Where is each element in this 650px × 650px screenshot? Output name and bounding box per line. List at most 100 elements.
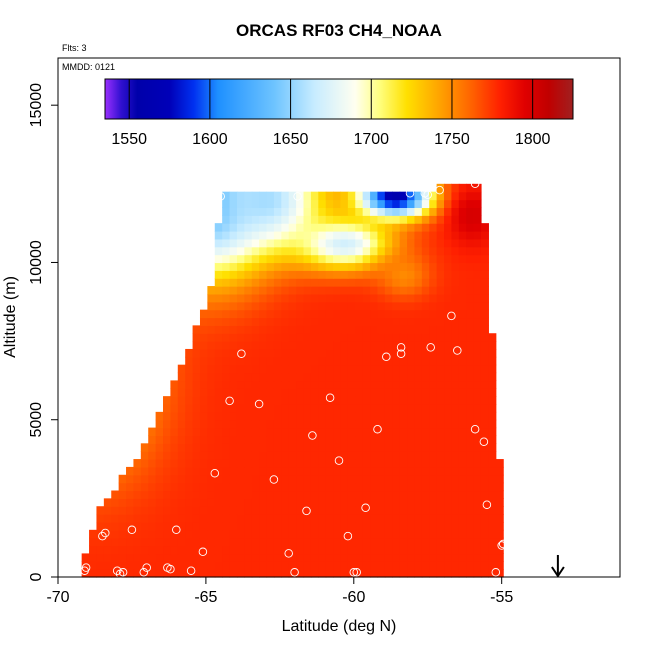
heatmap-cell bbox=[444, 451, 452, 460]
heatmap-cell bbox=[488, 348, 497, 358]
heatmap-cell bbox=[451, 215, 460, 224]
heatmap-cell bbox=[266, 333, 275, 342]
heatmap-cell bbox=[436, 443, 445, 452]
heatmap-cell bbox=[325, 223, 334, 232]
heatmap-cell bbox=[126, 553, 135, 562]
heatmap-cell bbox=[288, 553, 297, 562]
heatmap-cell bbox=[421, 309, 430, 319]
heatmap-cell bbox=[229, 238, 238, 248]
heatmap-cell bbox=[458, 427, 467, 437]
heatmap-cell bbox=[177, 380, 186, 389]
observation-point bbox=[497, 541, 506, 550]
heatmap-cell bbox=[266, 396, 275, 405]
heatmap-cell bbox=[310, 199, 319, 209]
heatmap-cell bbox=[347, 427, 356, 437]
heatmap-cell bbox=[273, 254, 282, 264]
heatmap-cell bbox=[466, 254, 475, 264]
heatmap-cell bbox=[192, 348, 201, 358]
heatmap-cell bbox=[384, 569, 393, 578]
heatmap-cell bbox=[429, 396, 438, 405]
heatmap-cell bbox=[207, 537, 216, 547]
heatmap-cell bbox=[185, 404, 194, 413]
heatmap-cell bbox=[444, 341, 452, 350]
heatmap-cell bbox=[355, 191, 364, 201]
heatmap-cell bbox=[177, 427, 186, 437]
heatmap-cell bbox=[199, 419, 208, 429]
heatmap-cell bbox=[377, 317, 386, 326]
heatmap-cell bbox=[229, 561, 238, 570]
heatmap-cell bbox=[303, 325, 312, 334]
heatmap-cell bbox=[347, 286, 356, 295]
observation-points bbox=[80, 179, 508, 579]
heatmap-cell bbox=[355, 317, 364, 326]
heatmap-cell bbox=[488, 537, 497, 547]
heatmap-cell bbox=[177, 443, 186, 452]
heatmap-cell bbox=[244, 191, 253, 201]
heatmap-cell bbox=[347, 553, 356, 562]
heatmap-cell bbox=[214, 459, 223, 468]
heatmap-cell bbox=[355, 231, 364, 240]
heatmap-cell bbox=[214, 490, 223, 499]
heatmap-cell bbox=[214, 396, 223, 405]
heatmap-cell bbox=[96, 514, 105, 523]
heatmap-cell bbox=[229, 404, 238, 413]
heatmap-cell bbox=[185, 459, 194, 468]
heatmap-cell bbox=[355, 443, 364, 452]
heatmap-cell bbox=[414, 341, 423, 350]
heatmap-cell bbox=[214, 482, 223, 492]
heatmap-cell bbox=[355, 529, 364, 539]
heatmap-cell bbox=[288, 545, 297, 555]
heatmap-cell bbox=[185, 427, 194, 437]
heatmap-cell bbox=[377, 498, 386, 507]
heatmap-cell bbox=[333, 435, 342, 444]
heatmap-cell bbox=[281, 262, 290, 271]
heatmap-cell bbox=[399, 569, 408, 578]
heatmap-cell bbox=[325, 427, 334, 437]
heatmap-cell bbox=[207, 427, 216, 437]
heatmap-cell bbox=[310, 238, 319, 248]
heatmap-cell bbox=[236, 199, 245, 209]
heatmap-cell bbox=[303, 278, 312, 287]
heatmap-cell bbox=[451, 207, 460, 216]
heatmap-cell bbox=[303, 553, 312, 562]
heatmap-cell bbox=[451, 341, 460, 350]
heatmap-cell bbox=[288, 341, 297, 350]
heatmap-cell bbox=[214, 474, 223, 484]
heatmap-cell bbox=[222, 333, 231, 342]
heatmap-cell bbox=[362, 270, 371, 279]
heatmap-cell bbox=[155, 443, 164, 452]
heatmap-cell bbox=[266, 459, 275, 468]
heatmap-cell bbox=[199, 348, 208, 358]
heatmap-cell bbox=[199, 317, 208, 326]
heatmap-cell bbox=[310, 278, 319, 287]
heatmap-cell bbox=[392, 364, 401, 374]
heatmap-cell bbox=[296, 569, 305, 578]
observation-point bbox=[127, 525, 137, 535]
heatmap-cell bbox=[355, 348, 364, 358]
heatmap-cell bbox=[296, 223, 305, 232]
heatmap-cell bbox=[303, 482, 312, 492]
heatmap-cell bbox=[384, 199, 393, 209]
heatmap-cell bbox=[310, 411, 319, 421]
heatmap-cell bbox=[199, 459, 208, 468]
heatmap-cell bbox=[229, 325, 238, 334]
heatmap-cell bbox=[347, 419, 356, 429]
heatmap-cell bbox=[466, 459, 475, 468]
heatmap-cell bbox=[288, 325, 297, 334]
heatmap-cell bbox=[370, 325, 379, 334]
heatmap-cell bbox=[333, 207, 342, 216]
heatmap-cell bbox=[414, 231, 423, 240]
heatmap-cell bbox=[318, 372, 327, 382]
heatmap-cell bbox=[288, 529, 297, 539]
heatmap-cell bbox=[236, 459, 245, 468]
heatmap-cells bbox=[81, 183, 504, 578]
heatmap-cell bbox=[199, 364, 208, 374]
heatmap-cell bbox=[429, 223, 438, 232]
heatmap-cell bbox=[296, 474, 305, 484]
heatmap-cell bbox=[244, 286, 253, 295]
heatmap-cell bbox=[259, 466, 268, 476]
heatmap-cell bbox=[370, 262, 379, 271]
heatmap-cell bbox=[303, 309, 312, 319]
colorbar bbox=[104, 78, 574, 120]
heatmap-cell bbox=[488, 388, 497, 397]
